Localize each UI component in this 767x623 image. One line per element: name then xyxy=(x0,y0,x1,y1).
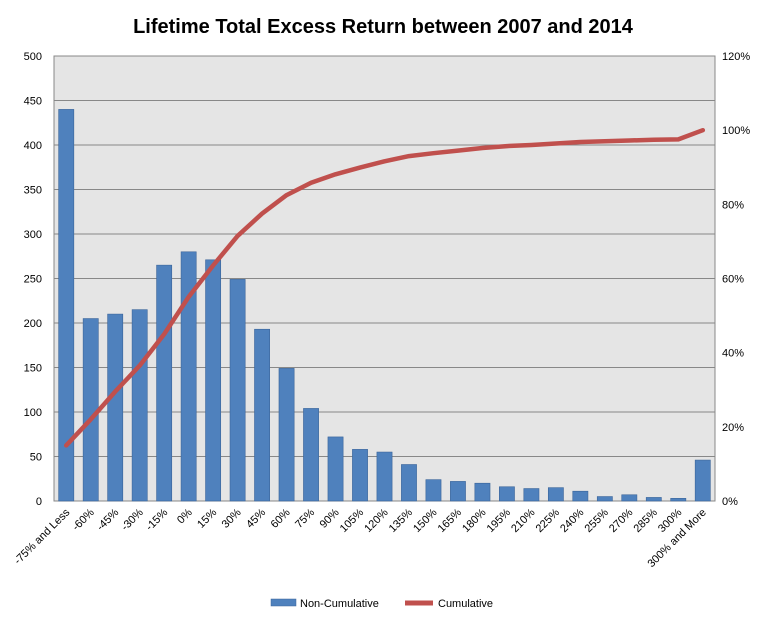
x-tick-label: 165% xyxy=(436,506,465,535)
bar xyxy=(645,497,662,502)
legend-label-non-cumulative: Non-Cumulative xyxy=(300,598,379,610)
chart-title: Lifetime Total Excess Return between 200… xyxy=(133,16,634,38)
bar xyxy=(425,479,442,502)
x-tick-label: -75% and Less xyxy=(12,506,73,567)
left-tick-label: 400 xyxy=(24,140,42,152)
bar xyxy=(352,449,368,502)
right-tick-label: 100% xyxy=(722,125,750,137)
left-tick-label: 250 xyxy=(24,274,42,286)
x-tick-label: -30% xyxy=(119,506,146,533)
left-tick-label: 50 xyxy=(30,452,42,464)
x-tick-label: 30% xyxy=(220,506,244,530)
right-axis: 0% 20% 40% 60% 80% 100% 120% xyxy=(722,51,750,508)
left-axis: 0 50 100 150 200 250 300 350 400 450 500 xyxy=(24,51,42,508)
bar xyxy=(670,498,687,502)
right-tick-label: 20% xyxy=(722,422,744,434)
x-tick-label: 60% xyxy=(269,506,293,530)
left-tick-label: 450 xyxy=(24,96,42,108)
bar xyxy=(303,408,319,502)
left-tick-label: 0 xyxy=(36,496,42,508)
bar xyxy=(278,368,295,502)
right-tick-label: 80% xyxy=(722,199,744,211)
x-tick-label: 0% xyxy=(175,506,195,526)
left-tick-label: 350 xyxy=(24,185,42,197)
bar xyxy=(327,436,344,502)
bar xyxy=(58,109,75,502)
right-tick-label: 0% xyxy=(722,496,738,508)
line-cumulative xyxy=(63,127,706,448)
x-tick-label: 150% xyxy=(411,506,440,535)
x-axis: -75% and Less-60%-45%-30%-15% 0% 15% 30% 45%… xyxy=(12,506,709,570)
x-tick-label: 15% xyxy=(195,506,219,530)
right-tick-label: 40% xyxy=(722,348,744,360)
bar xyxy=(107,313,124,502)
right-tick-label: 60% xyxy=(722,274,744,286)
bars-non-cumulative xyxy=(58,109,711,502)
bar xyxy=(401,464,417,502)
x-tick-label: 240% xyxy=(558,506,587,535)
x-tick-label: -60% xyxy=(70,506,97,533)
x-tick-label: 120% xyxy=(362,506,391,535)
x-tick-label: 225% xyxy=(534,506,563,535)
bar xyxy=(474,482,491,502)
left-tick-label: 300 xyxy=(24,229,42,241)
legend-swatch-non-cumulative xyxy=(270,598,297,607)
bar xyxy=(376,451,393,502)
legend-label-cumulative: Cumulative xyxy=(438,598,493,610)
bar xyxy=(523,488,540,502)
bar xyxy=(694,459,711,502)
x-tick-label: 285% xyxy=(632,506,661,535)
bar xyxy=(205,259,222,502)
x-tick-label: 135% xyxy=(387,506,416,535)
bar xyxy=(450,481,466,502)
x-tick-label: 180% xyxy=(460,506,489,535)
x-tick-label: 75% xyxy=(293,506,317,530)
x-tick-label: 45% xyxy=(244,506,268,530)
right-tick-label: 120% xyxy=(722,51,750,63)
x-tick-label: -15% xyxy=(144,506,171,533)
left-tick-label: 200 xyxy=(24,318,42,330)
bar xyxy=(229,279,246,502)
x-tick-label: 105% xyxy=(338,506,367,535)
cumulative-line xyxy=(63,127,706,448)
x-tick-label: 270% xyxy=(607,506,636,535)
bar xyxy=(131,309,148,502)
bar xyxy=(82,318,99,502)
x-tick-label: 210% xyxy=(509,506,538,535)
bar xyxy=(156,264,173,502)
bar xyxy=(596,496,613,502)
x-tick-label: -45% xyxy=(95,506,122,533)
left-tick-label: 500 xyxy=(24,51,42,63)
bar xyxy=(547,487,564,502)
bar xyxy=(572,490,589,502)
left-tick-label: 100 xyxy=(24,407,42,419)
bar xyxy=(180,251,197,502)
x-tick-label: 195% xyxy=(485,506,514,535)
bar xyxy=(254,328,270,502)
bar xyxy=(499,486,515,502)
bar xyxy=(621,494,638,502)
legend: Non-Cumulative Cumulative xyxy=(270,598,493,610)
x-tick-label: 255% xyxy=(583,506,612,535)
left-tick-label: 150 xyxy=(24,363,42,375)
